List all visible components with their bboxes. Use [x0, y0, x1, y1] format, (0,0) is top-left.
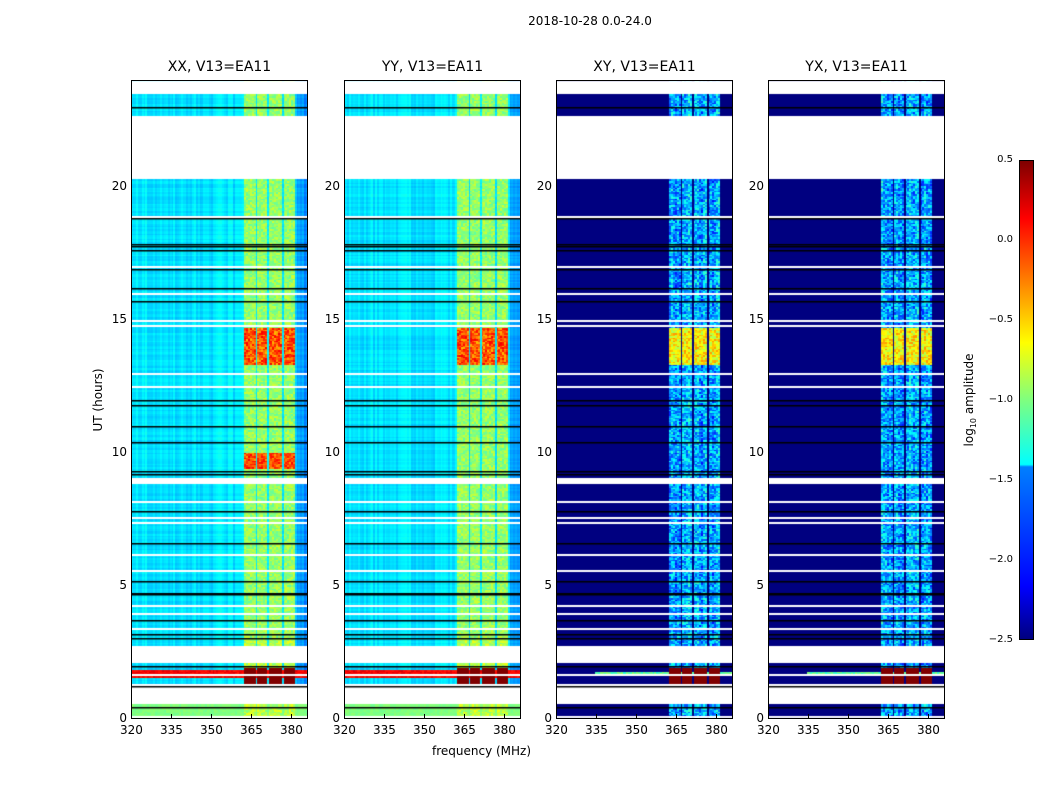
colorbar-tick-label: −1.5 [988, 474, 1013, 485]
y-tick-label: 0 [756, 711, 764, 725]
x-tick-label: 380 [916, 723, 940, 737]
y-tick-label: 5 [332, 577, 340, 592]
panel-title: XX, V13=EA11 [167, 59, 272, 75]
colorbar-tick-label: 0.0 [997, 234, 1013, 245]
heatmap-cells [768, 80, 945, 719]
heatmap-panel [556, 80, 733, 719]
x-tick-mark [807, 714, 809, 719]
x-tick-label: 365 [239, 723, 263, 737]
x-tick-mark [423, 714, 425, 719]
heatmap-panel [344, 80, 521, 719]
colorbar [1019, 160, 1034, 640]
colorbar-tick-label: 0.5 [997, 154, 1013, 165]
y-tick-label: 0 [544, 711, 552, 725]
x-tick-mark [463, 714, 465, 719]
x-tick-mark [768, 714, 769, 719]
x-tick-mark [383, 714, 385, 719]
y-tick-label: 0 [332, 711, 340, 725]
y-tick-label: 5 [756, 577, 764, 592]
x-tick-mark [170, 714, 172, 719]
colorbar-tick-label: −2.0 [988, 554, 1013, 565]
y-tick-label: 10 [111, 444, 127, 459]
x-tick-label: 380 [704, 723, 728, 737]
y-tick-label: 10 [536, 444, 552, 459]
x-tick-mark [556, 714, 557, 719]
x-tick-mark [250, 714, 252, 719]
x-tick-label: 350 [199, 723, 223, 737]
y-tick-label: 0 [119, 711, 127, 725]
y-tick-label: 15 [324, 311, 340, 326]
colorbar-tick-label: −2.5 [988, 634, 1013, 645]
x-tick-mark [675, 714, 677, 719]
x-tick-label: 365 [452, 723, 476, 737]
y-tick-label: 10 [748, 444, 764, 459]
y-tick-label: 20 [536, 178, 552, 193]
x-tick-label: 380 [279, 723, 303, 737]
x-tick-mark [503, 714, 505, 719]
x-tick-mark [715, 714, 717, 719]
colorbar-tick-label: −1.0 [988, 394, 1013, 405]
x-tick-label: 335 [584, 723, 608, 737]
x-tick-label: 365 [664, 723, 688, 737]
x-tick-label: 380 [492, 723, 516, 737]
panel-title: YY, V13=EA11 [381, 59, 484, 75]
x-tick-mark [344, 714, 345, 719]
x-tick-label: 320 [333, 723, 356, 737]
x-tick-label: 320 [757, 723, 780, 737]
x-tick-mark [131, 714, 132, 719]
y-tick-label: 5 [119, 577, 127, 592]
panel-title: XY, V13=EA11 [593, 59, 696, 75]
y-tick-label: 10 [324, 444, 340, 459]
x-tick-mark [595, 714, 597, 719]
y-tick-label: 20 [111, 178, 127, 193]
x-tick-label: 350 [836, 723, 860, 737]
x-tick-mark [290, 714, 292, 719]
x-tick-label: 335 [796, 723, 820, 737]
heatmap-cells [344, 80, 521, 719]
x-tick-label: 320 [545, 723, 568, 737]
x-tick-label: 350 [624, 723, 648, 737]
x-tick-mark [887, 714, 889, 719]
y-tick-label: 5 [544, 577, 552, 592]
y-tick-label: 15 [111, 311, 127, 326]
y-tick-label: 15 [748, 311, 764, 326]
heatmap-cells [556, 80, 733, 719]
heatmap-panel [768, 80, 945, 719]
y-tick-label: 20 [748, 178, 764, 193]
x-tick-label: 335 [372, 723, 396, 737]
x-tick-mark [635, 714, 637, 719]
x-tick-mark [847, 714, 849, 719]
y-axis-label: UT (hours) [91, 368, 105, 432]
x-tick-mark [927, 714, 929, 719]
x-tick-label: 350 [412, 723, 436, 737]
x-tick-label: 335 [159, 723, 183, 737]
heatmap-cells [131, 80, 308, 719]
heatmap-panel [131, 80, 308, 719]
y-tick-label: 15 [536, 311, 552, 326]
x-axis-label: frequency (MHz) [432, 744, 532, 758]
x-tick-label: 365 [876, 723, 900, 737]
x-tick-mark [210, 714, 212, 719]
colorbar-tick-label: −0.5 [988, 314, 1013, 325]
x-tick-label: 320 [120, 723, 143, 737]
figure-title: 2018-10-28 0.0-24.0 [528, 14, 652, 28]
y-tick-label: 20 [324, 178, 340, 193]
panel-title: YX, V13=EA11 [805, 59, 908, 75]
